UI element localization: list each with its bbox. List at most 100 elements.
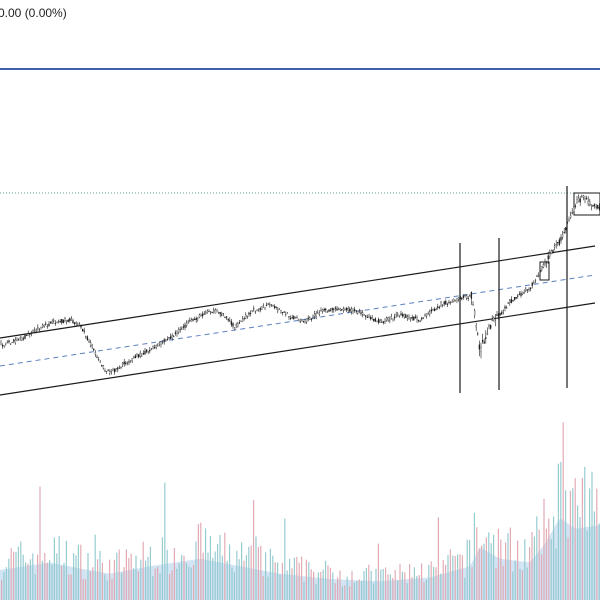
candle-body xyxy=(345,307,348,311)
volume-bar xyxy=(195,541,197,600)
candle-body xyxy=(235,324,237,326)
volume-bar xyxy=(375,568,377,600)
volume-bar xyxy=(591,471,593,600)
volume-bar xyxy=(346,576,348,600)
volume-bar xyxy=(545,528,547,600)
candle-body xyxy=(69,318,71,321)
candle-body xyxy=(9,343,12,345)
volume-bar xyxy=(260,546,262,600)
candle-body xyxy=(533,282,535,284)
candle-body xyxy=(80,325,82,328)
volume-bar xyxy=(8,558,10,600)
candle-body xyxy=(593,204,596,206)
volume-bar xyxy=(34,574,36,600)
candle-body xyxy=(57,321,60,323)
candle-body xyxy=(485,337,487,339)
candle-body xyxy=(230,321,233,325)
volume-bar xyxy=(75,555,77,600)
volume-bar xyxy=(61,565,63,600)
volume-bar xyxy=(245,555,247,600)
volume-bar xyxy=(274,562,276,600)
candle-body xyxy=(54,323,57,324)
candle-body xyxy=(285,313,287,315)
candle-body xyxy=(323,309,325,311)
candle-body xyxy=(443,301,445,305)
volume-bar xyxy=(454,556,456,600)
volume-bar xyxy=(320,571,322,600)
volume-bar xyxy=(231,567,233,600)
volume-bar xyxy=(536,516,538,600)
candle-body xyxy=(21,336,23,341)
volume-bar xyxy=(169,574,171,600)
volume-bar xyxy=(584,466,586,600)
volume-bar xyxy=(399,563,401,600)
candle-body xyxy=(137,354,140,358)
candle-body xyxy=(494,320,497,323)
volume-bar xyxy=(483,543,485,600)
candle-body xyxy=(136,354,138,356)
volume-bar xyxy=(517,540,519,600)
candle-body xyxy=(357,310,359,314)
candle-body xyxy=(590,204,593,206)
volume-bar xyxy=(423,582,425,600)
volume-bar xyxy=(509,527,511,600)
volume-bar xyxy=(178,563,180,600)
candle-body xyxy=(469,295,471,297)
volume-bar xyxy=(452,555,454,600)
volume-bar xyxy=(181,554,183,600)
candle-body xyxy=(254,311,257,313)
volume-bar xyxy=(248,546,250,600)
candle-body xyxy=(241,318,244,322)
volume-bar xyxy=(497,528,499,600)
volume-bar xyxy=(478,548,480,600)
volume-bar xyxy=(332,572,334,600)
volume-bar xyxy=(51,564,53,600)
volume-bar xyxy=(322,569,324,600)
candle-body xyxy=(8,340,10,343)
candle-body xyxy=(353,309,356,311)
candle-body xyxy=(395,314,397,316)
volume-bar xyxy=(380,569,382,600)
volume-bar xyxy=(574,478,576,600)
candle-body xyxy=(104,370,106,372)
candle-body xyxy=(275,306,277,308)
candle-body xyxy=(256,309,258,311)
candle-body xyxy=(22,338,25,340)
volume-bar xyxy=(562,422,564,600)
volume-bar xyxy=(555,548,557,600)
candle-body xyxy=(197,317,199,319)
candle-body xyxy=(597,204,599,209)
volume-bar xyxy=(560,462,562,600)
volume-bar xyxy=(305,559,307,600)
volume-bar xyxy=(106,580,108,600)
volume-bar xyxy=(361,581,363,600)
candle-body xyxy=(384,321,386,322)
candle-body xyxy=(486,333,489,335)
volume-bar xyxy=(358,579,360,600)
volume-bar xyxy=(397,580,399,600)
volume-bar xyxy=(351,571,353,600)
candle-body xyxy=(491,320,493,322)
candle-body xyxy=(161,341,164,344)
candle-body xyxy=(339,308,341,311)
volume-bar xyxy=(440,573,442,600)
volume-bar xyxy=(154,568,156,600)
candle-body xyxy=(400,313,402,315)
volume-bar xyxy=(533,536,535,600)
volume-bar xyxy=(310,569,312,600)
candle-body xyxy=(173,336,175,338)
candle-body xyxy=(505,307,508,309)
volume-bar xyxy=(137,571,139,600)
candle-body xyxy=(449,301,452,303)
candle-body xyxy=(134,355,137,359)
candle-body xyxy=(115,368,117,372)
candle-body xyxy=(67,319,69,322)
candle-body xyxy=(398,315,401,317)
volume-bar xyxy=(99,550,101,600)
candle-body xyxy=(509,300,511,303)
volume-bar xyxy=(473,512,475,600)
candle-body xyxy=(331,308,333,311)
candle-body xyxy=(581,196,583,198)
candle-body xyxy=(62,319,65,323)
